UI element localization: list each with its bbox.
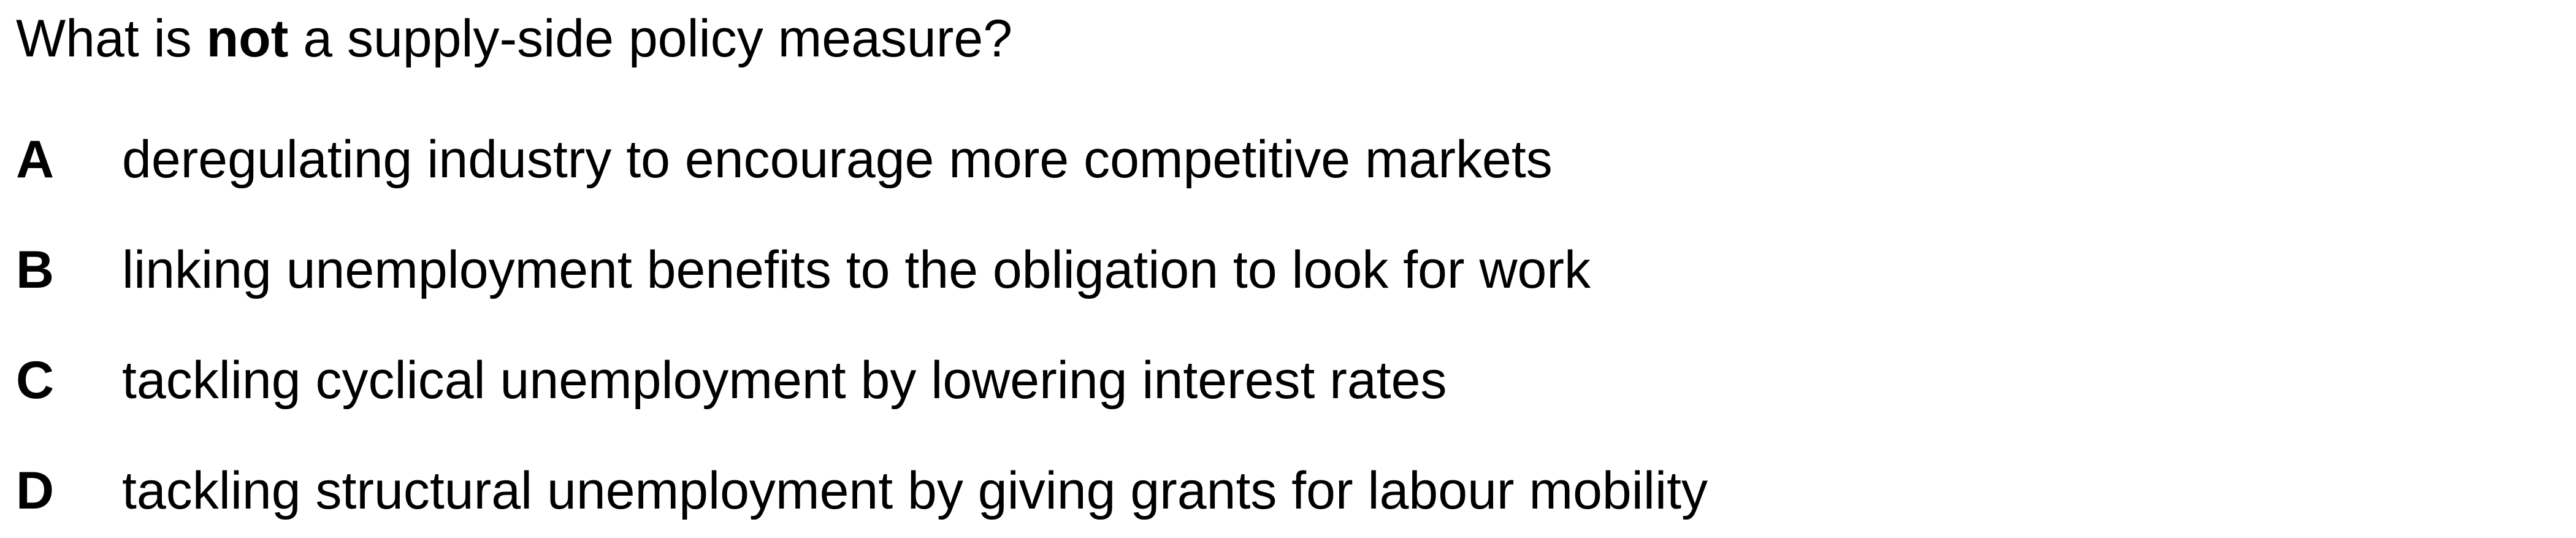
option-text: deregulating industry to encourage more …: [122, 130, 1553, 189]
option-text: tackling cyclical unemployment by loweri…: [122, 351, 1447, 410]
option-letter: D: [16, 461, 55, 520]
question-text-before: What is: [16, 9, 207, 68]
question-text-after: a supply-side policy measure?: [288, 9, 1013, 68]
option-text: tackling structural unemployment by givi…: [122, 461, 1708, 520]
question-text: What is not a supply-side policy measure…: [16, 5, 1012, 72]
option-letter: A: [16, 130, 55, 189]
question-emphasis: not: [206, 9, 289, 68]
option-letter: C: [16, 351, 55, 410]
option-text: linking unemployment benefits to the obl…: [122, 240, 1591, 299]
option-letter: B: [16, 240, 55, 299]
